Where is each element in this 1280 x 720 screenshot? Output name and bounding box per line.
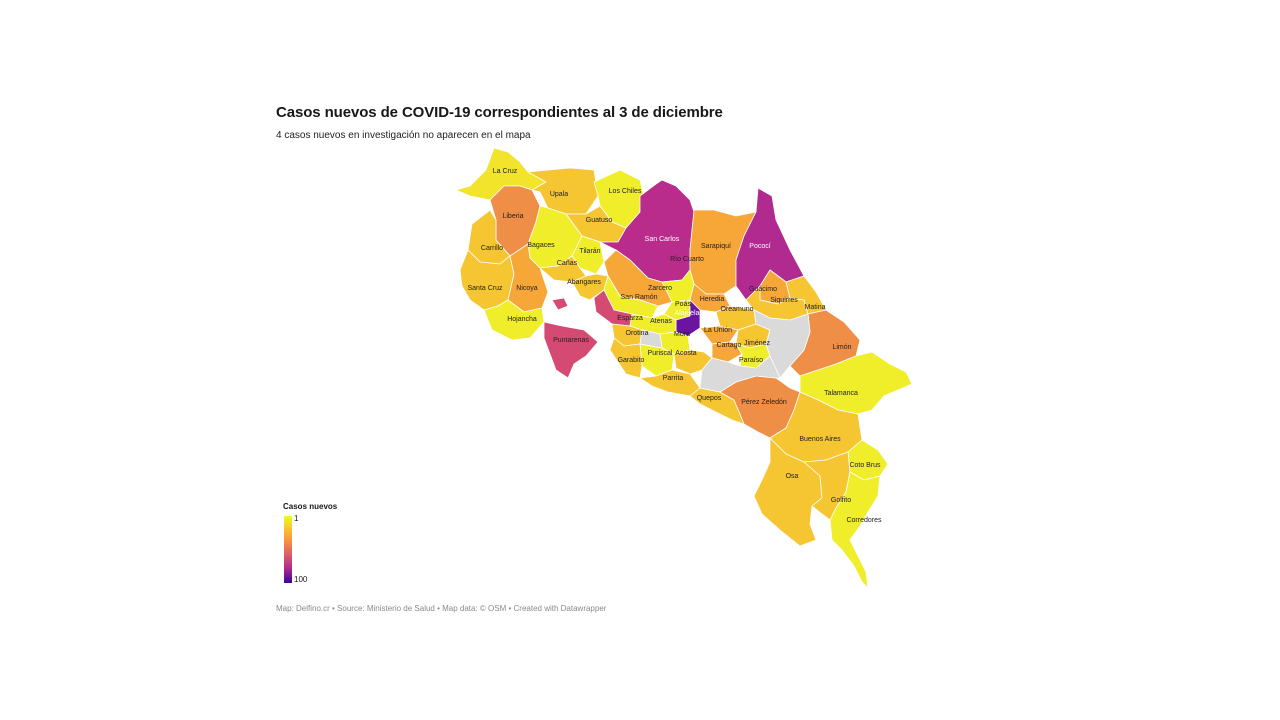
label-carrillo: Carrillo: [481, 245, 503, 252]
label-zarcero: Zarcero: [648, 285, 672, 292]
label-puntarenas: Puntarenas: [553, 337, 589, 344]
label-paraiso: Paraíso: [739, 357, 763, 364]
label-guatuso: Guatuso: [586, 217, 613, 224]
label-rio-cuarto: Río Cuarto: [670, 256, 704, 263]
label-osa: Osa: [786, 473, 799, 480]
label-guacimo: Guácimo: [749, 286, 777, 293]
label-siquirres: Siquirres: [770, 297, 798, 304]
label-perez-zeledon: Pérez Zeledón: [741, 399, 787, 406]
label-coto-brus: Coto Brus: [849, 462, 881, 469]
region-no-data-south: [699, 355, 781, 393]
region-talamanca[interactable]: [799, 351, 913, 415]
legend-gradient-bar: [284, 516, 292, 583]
label-los-chiles: Los Chiles: [609, 188, 642, 195]
label-poas: Poás: [675, 301, 691, 308]
choropleth-map: La Cruz Upala Los Chiles Liberia Guatuso…: [455, 147, 913, 589]
chart-subtitle: 4 casos nuevos en investigación no apare…: [276, 130, 531, 141]
region-canas[interactable]: [539, 255, 587, 283]
label-corredores: Corredores: [846, 517, 882, 524]
label-jimenez: Jiménez: [744, 340, 771, 347]
region-puntarenas-island[interactable]: [551, 297, 569, 311]
label-tilaran: Tilarán: [579, 248, 600, 255]
label-canas: Cañas: [557, 260, 578, 267]
label-alajuela: Alajuela: [675, 310, 700, 317]
label-la-union: La Unión: [704, 327, 732, 334]
region-nicoya[interactable]: [507, 243, 549, 313]
region-hojancha[interactable]: [483, 299, 545, 341]
label-sarapiqui: Sarapiquí: [701, 243, 731, 250]
label-buenos-aires: Buenos Aires: [799, 436, 841, 443]
canton-labels: La Cruz Upala Los Chiles Liberia Guatuso…: [467, 168, 882, 524]
label-acosta: Acosta: [675, 350, 697, 357]
label-santa-cruz: Santa Cruz: [467, 285, 503, 292]
color-legend: Casos nuevos 1 100: [282, 502, 372, 586]
label-esparza: Esparza: [617, 315, 643, 322]
label-abangares: Abangares: [567, 279, 601, 286]
label-la-cruz: La Cruz: [493, 168, 518, 175]
label-san-carlos: San Carlos: [645, 236, 680, 243]
no-data-regions: [639, 309, 811, 393]
label-bagaces: Bagaces: [527, 242, 555, 249]
region-puntarenas[interactable]: [543, 321, 599, 379]
label-hojancha: Hojancha: [507, 316, 537, 323]
canton-regions: [455, 147, 913, 589]
label-heredia: Heredia: [700, 296, 725, 303]
label-cartago: Cartago: [717, 342, 742, 349]
label-garabito: Garabito: [618, 357, 645, 364]
region-la-union[interactable]: [699, 325, 739, 345]
label-parrita: Parrita: [663, 375, 684, 382]
label-limon: Limón: [832, 344, 851, 351]
legend-title: Casos nuevos: [283, 502, 338, 511]
label-san-ramon: San Ramón: [621, 294, 658, 301]
label-matina: Matina: [804, 304, 825, 311]
label-golfito: Golfito: [831, 497, 851, 504]
label-nicoya: Nicoya: [516, 285, 538, 292]
region-corredores[interactable]: [829, 471, 881, 589]
region-no-data-turrialba: [753, 309, 811, 379]
label-oreamuno: Oreamuno: [720, 306, 753, 313]
legend-min-label: 1: [294, 514, 299, 523]
label-orotina: Orotina: [626, 330, 649, 337]
label-puriscal: Puriscal: [648, 350, 673, 357]
region-no-data-central: [639, 329, 663, 349]
chart-title: Casos nuevos de COVID-19 correspondiente…: [276, 104, 723, 121]
legend-max-label: 100: [294, 575, 308, 584]
label-talamanca: Talamanca: [824, 390, 858, 397]
label-atenas: Atenas: [650, 318, 672, 325]
label-pococi: Pococí: [749, 243, 770, 250]
label-mora: Mora: [674, 331, 690, 338]
label-liberia: Liberia: [502, 213, 523, 220]
label-upala: Upala: [550, 191, 568, 198]
label-quepos: Quepos: [697, 395, 722, 402]
source-footer: Map: Delfino.cr • Source: Ministerio de …: [276, 604, 607, 613]
